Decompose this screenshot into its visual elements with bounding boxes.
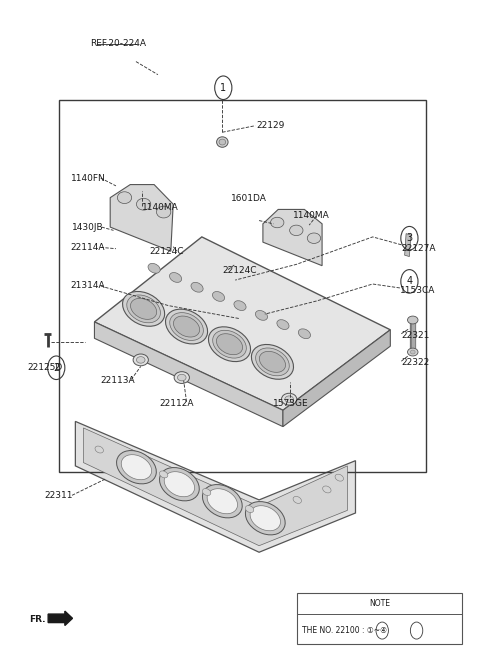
Ellipse shape bbox=[117, 451, 156, 484]
Text: 1: 1 bbox=[220, 83, 227, 93]
Text: 1573GE: 1573GE bbox=[274, 399, 309, 408]
Ellipse shape bbox=[410, 350, 415, 354]
Bar bbox=[59, 99, 426, 472]
Text: 22127A: 22127A bbox=[401, 244, 436, 253]
Text: 1430JB: 1430JB bbox=[72, 223, 104, 232]
Text: 22124C: 22124C bbox=[222, 267, 256, 275]
Text: 22113A: 22113A bbox=[101, 376, 135, 386]
Ellipse shape bbox=[136, 357, 145, 363]
Ellipse shape bbox=[173, 316, 200, 337]
Ellipse shape bbox=[164, 472, 194, 497]
Text: 4: 4 bbox=[407, 277, 412, 286]
Ellipse shape bbox=[323, 486, 331, 493]
Polygon shape bbox=[283, 330, 390, 426]
Text: THE NO. 22100 : ①~④: THE NO. 22100 : ①~④ bbox=[302, 626, 387, 635]
Ellipse shape bbox=[289, 225, 303, 236]
Ellipse shape bbox=[131, 298, 156, 319]
Ellipse shape bbox=[203, 489, 211, 495]
Text: 22124C: 22124C bbox=[149, 247, 184, 256]
Ellipse shape bbox=[136, 198, 151, 210]
Ellipse shape bbox=[191, 283, 203, 292]
Ellipse shape bbox=[252, 344, 293, 379]
Text: 1140MA: 1140MA bbox=[142, 203, 179, 212]
FancyArrow shape bbox=[48, 611, 72, 625]
Ellipse shape bbox=[166, 309, 207, 344]
Ellipse shape bbox=[408, 316, 418, 324]
Ellipse shape bbox=[299, 329, 311, 338]
Ellipse shape bbox=[213, 330, 246, 358]
Text: NOTE: NOTE bbox=[369, 599, 390, 608]
Text: 1140MA: 1140MA bbox=[292, 212, 329, 221]
Ellipse shape bbox=[307, 233, 321, 244]
Ellipse shape bbox=[293, 497, 301, 503]
Ellipse shape bbox=[216, 334, 242, 355]
Text: 22311: 22311 bbox=[44, 491, 73, 500]
Ellipse shape bbox=[159, 468, 199, 501]
Ellipse shape bbox=[127, 295, 160, 323]
Polygon shape bbox=[110, 185, 173, 251]
Polygon shape bbox=[84, 428, 348, 546]
Text: 21314A: 21314A bbox=[71, 281, 105, 290]
Ellipse shape bbox=[170, 313, 204, 340]
Ellipse shape bbox=[159, 471, 168, 478]
Ellipse shape bbox=[245, 501, 285, 535]
Ellipse shape bbox=[169, 273, 181, 283]
Ellipse shape bbox=[207, 489, 238, 514]
Text: 22114A: 22114A bbox=[71, 243, 105, 252]
Ellipse shape bbox=[285, 396, 293, 403]
Ellipse shape bbox=[148, 263, 160, 273]
Ellipse shape bbox=[216, 137, 228, 147]
Ellipse shape bbox=[174, 372, 190, 384]
Text: 1153CA: 1153CA bbox=[400, 286, 435, 295]
Bar bbox=[297, 593, 462, 644]
Ellipse shape bbox=[208, 327, 251, 361]
Ellipse shape bbox=[234, 301, 246, 311]
Polygon shape bbox=[75, 421, 356, 553]
Ellipse shape bbox=[408, 348, 418, 356]
Ellipse shape bbox=[256, 348, 289, 376]
Text: FR.: FR. bbox=[29, 615, 46, 624]
Text: 22112A: 22112A bbox=[159, 399, 193, 408]
Polygon shape bbox=[263, 210, 322, 265]
Polygon shape bbox=[95, 322, 283, 426]
Ellipse shape bbox=[156, 206, 171, 218]
Text: 22321: 22321 bbox=[401, 330, 430, 340]
Ellipse shape bbox=[277, 320, 289, 329]
Ellipse shape bbox=[117, 192, 132, 204]
Ellipse shape bbox=[95, 446, 103, 453]
Ellipse shape bbox=[122, 292, 165, 327]
Text: 1601DA: 1601DA bbox=[230, 194, 266, 204]
Ellipse shape bbox=[245, 506, 254, 512]
Polygon shape bbox=[95, 237, 390, 410]
Ellipse shape bbox=[259, 351, 286, 373]
Ellipse shape bbox=[250, 506, 280, 531]
Ellipse shape bbox=[335, 474, 344, 481]
Ellipse shape bbox=[271, 217, 284, 228]
Text: 22129: 22129 bbox=[257, 121, 285, 130]
Text: 22125D: 22125D bbox=[28, 363, 63, 373]
Ellipse shape bbox=[203, 485, 242, 518]
Ellipse shape bbox=[178, 374, 186, 381]
Text: REF.20-224A: REF.20-224A bbox=[90, 39, 145, 49]
Ellipse shape bbox=[121, 455, 152, 480]
Ellipse shape bbox=[133, 354, 148, 366]
Ellipse shape bbox=[219, 139, 226, 145]
Text: 1140FN: 1140FN bbox=[71, 173, 105, 183]
Ellipse shape bbox=[255, 311, 267, 321]
Text: 3: 3 bbox=[407, 233, 412, 243]
Ellipse shape bbox=[281, 394, 297, 405]
Text: 22322: 22322 bbox=[401, 358, 430, 367]
Text: 2: 2 bbox=[53, 363, 60, 373]
Polygon shape bbox=[405, 234, 411, 256]
Ellipse shape bbox=[213, 292, 225, 302]
